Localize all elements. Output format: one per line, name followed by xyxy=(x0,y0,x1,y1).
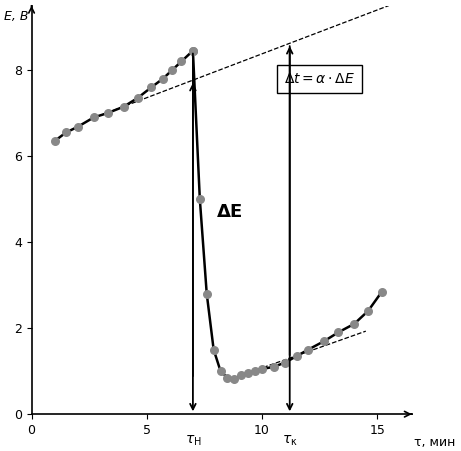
Point xyxy=(168,66,176,74)
Point xyxy=(148,84,155,91)
Point xyxy=(334,329,342,336)
Point xyxy=(90,114,97,121)
Point xyxy=(120,103,127,110)
Point xyxy=(304,346,312,353)
Point xyxy=(244,370,252,377)
Point xyxy=(177,58,185,65)
Point xyxy=(217,368,224,375)
Point xyxy=(224,374,231,381)
Point xyxy=(62,129,70,136)
Text: $\tau_{\mathsf{\kappa}}$: $\tau_{\mathsf{\kappa}}$ xyxy=(282,433,298,448)
Point xyxy=(51,138,58,145)
Point xyxy=(251,368,259,375)
Point xyxy=(378,288,385,295)
Point xyxy=(281,359,289,366)
Point xyxy=(258,365,266,373)
Point xyxy=(159,75,166,82)
Point xyxy=(189,47,196,54)
Point xyxy=(203,290,210,297)
Point xyxy=(364,307,372,314)
Point xyxy=(293,353,300,360)
Point xyxy=(104,110,111,117)
Point xyxy=(270,363,277,370)
Point xyxy=(230,375,238,382)
Text: $\Delta t = \alpha \cdot \Delta E$: $\Delta t = \alpha \cdot \Delta E$ xyxy=(284,72,355,86)
Point xyxy=(350,320,358,327)
Point xyxy=(210,346,217,353)
Text: $\mathbf{\Delta E}$: $\mathbf{\Delta E}$ xyxy=(216,203,243,221)
Point xyxy=(189,47,196,54)
Point xyxy=(134,94,141,101)
Text: E, В: E, В xyxy=(4,10,29,23)
Point xyxy=(74,123,81,130)
Point xyxy=(320,337,328,345)
Text: $\tau_{\mathsf{H}}$: $\tau_{\mathsf{H}}$ xyxy=(184,433,201,448)
Point xyxy=(196,195,203,202)
Text: τ, мин: τ, мин xyxy=(414,436,455,449)
Point xyxy=(237,372,245,379)
